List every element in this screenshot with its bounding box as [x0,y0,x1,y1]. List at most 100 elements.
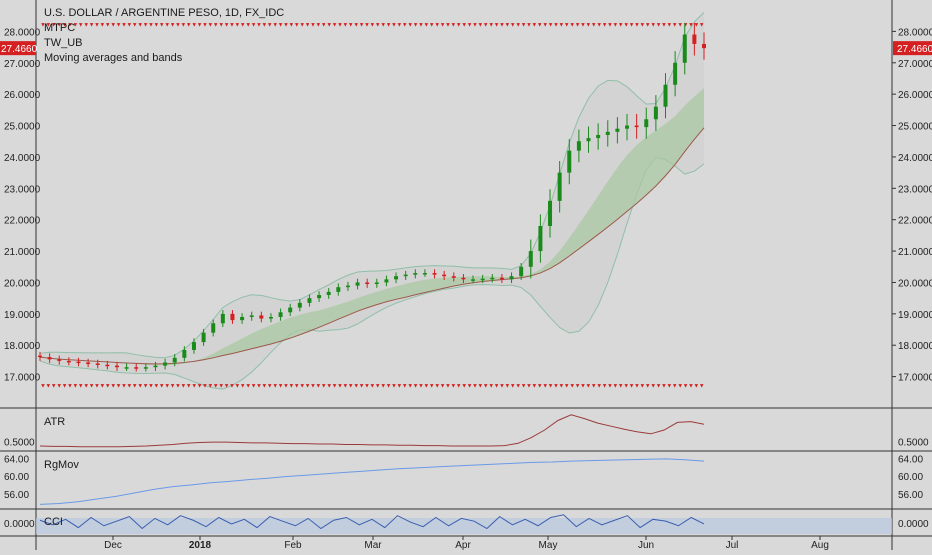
resistance-marker: ▼ [548,23,554,29]
resistance-marker: ▼ [602,23,608,29]
resistance-marker: ▼ [283,23,289,29]
support-marker: ▼ [315,383,321,389]
resistance-marker: ▼ [229,23,235,29]
support-marker: ▼ [110,383,116,389]
resistance-marker: ▼ [677,23,683,29]
support-marker: ▼ [521,383,527,389]
resistance-marker: ▼ [623,23,629,29]
support-marker: ▼ [402,383,408,389]
support-marker: ▼ [180,383,186,389]
resistance-marker: ▼ [353,23,359,29]
resistance-marker: ▼ [499,23,505,29]
candle-body [615,128,620,132]
indicator-mtpc[interactable]: MTPC [44,22,76,34]
support-marker: ▼ [240,383,246,389]
candle-body [201,332,206,343]
resistance-marker: ▼ [688,23,694,29]
candle-body [634,125,639,128]
resistance-marker: ▼ [224,23,230,29]
resistance-marker: ▼ [364,23,370,29]
support-marker: ▼ [45,383,51,389]
cci-label[interactable]: CCI [44,516,63,528]
resistance-marker: ▼ [650,23,656,29]
support-marker: ▼ [364,383,370,389]
rgmov-label[interactable]: RgMov [44,459,79,471]
candle-body [538,225,543,252]
support-marker: ▼ [191,383,197,389]
resistance-marker: ▼ [575,23,581,29]
resistance-marker: ▼ [445,23,451,29]
candle-body [76,361,81,364]
candle-body [692,34,697,44]
candle-body [86,362,91,364]
rgmov-tick-label-right: 56.00 [898,490,923,501]
support-marker: ▼ [83,383,89,389]
support-marker: ▼ [483,383,489,389]
rgmov-tick-label-left: 64.00 [4,454,29,465]
support-marker: ▼ [656,383,662,389]
candle-body [95,363,100,365]
support-marker: ▼ [488,383,494,389]
resistance-marker: ▼ [488,23,494,29]
price-tick-label-right: 19.0000 [898,310,932,321]
price-tick-label-right: 18.0000 [898,341,932,352]
resistance-marker: ▼ [434,23,440,29]
candle-body [403,274,408,277]
time-tick-label: Apr [455,540,471,550]
resistance-marker: ▼ [143,23,149,29]
support-marker: ▼ [591,383,597,389]
support-marker: ▼ [693,383,699,389]
candle-body [519,266,524,277]
time-tick-label: May [539,540,558,550]
candle-body [673,62,678,85]
price-tick-label-left: 20.0000 [4,278,41,289]
candle-body [211,323,216,333]
support-marker: ▼ [56,383,62,389]
candle-body [442,274,447,277]
resistance-marker: ▼ [369,23,375,29]
support-marker: ▼ [116,383,122,389]
indicator-tw-ub[interactable]: TW_UB [44,37,83,49]
support-marker: ▼ [78,383,84,389]
support-marker: ▼ [283,383,289,389]
support-marker: ▼ [148,383,154,389]
resistance-marker: ▼ [504,23,510,29]
support-marker: ▼ [132,383,138,389]
support-marker: ▼ [197,383,203,389]
candle-body [557,172,562,201]
candle-body [66,360,71,363]
support-marker: ▼ [580,383,586,389]
rgmov-tick-label-right: 60.00 [898,472,923,483]
candle-body [249,315,254,317]
resistance-marker: ▼ [218,23,224,29]
support-marker: ▼ [229,383,235,389]
resistance-marker: ▼ [56,23,62,29]
support-marker: ▼ [558,383,564,389]
candle-body [278,312,283,317]
support-marker: ▼ [369,383,375,389]
resistance-marker: ▼ [240,23,246,29]
candle-body [702,43,706,49]
support-marker: ▼ [202,383,208,389]
candle-body [567,150,572,173]
atr-label[interactable]: ATR [44,416,66,428]
atr-line [39,414,705,448]
indicator-moving-averages[interactable]: Moving averages and bands [44,52,183,64]
price-tick-label-right: 28.0000 [898,27,932,38]
candle-body [596,134,601,139]
candle-body [509,276,514,280]
candle-body [259,315,264,319]
resistance-marker: ▼ [585,23,591,29]
time-tick-label: Feb [284,540,302,550]
support-marker: ▼ [699,383,705,389]
candle-body [394,276,399,280]
time-tick-label: Jul [726,540,739,550]
resistance-marker: ▼ [105,23,111,29]
support-marker: ▼ [526,383,532,389]
resistance-marker: ▼ [564,23,570,29]
support-marker: ▼ [353,383,359,389]
symbol-title[interactable]: U.S. DOLLAR / ARGENTINE PESO, 1D, FX_IDC [44,7,285,19]
resistance-marker: ▼ [396,23,402,29]
